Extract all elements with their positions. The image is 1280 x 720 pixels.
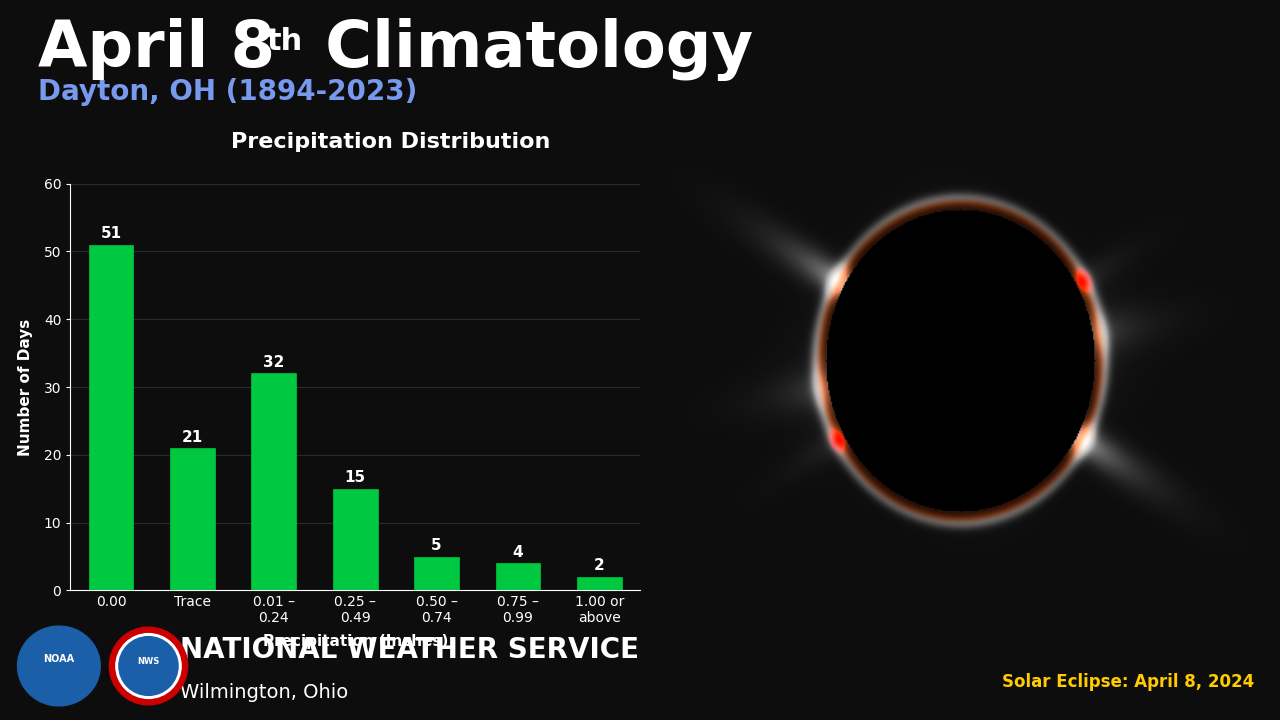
Text: Climatology: Climatology — [303, 18, 754, 81]
Text: NATIONAL WEATHER SERVICE: NATIONAL WEATHER SERVICE — [179, 636, 639, 664]
Text: 5: 5 — [431, 538, 442, 553]
Text: Dayton, OH (1894-2023): Dayton, OH (1894-2023) — [38, 78, 417, 106]
Bar — [88, 245, 133, 590]
Text: Precipitation Distribution: Precipitation Distribution — [230, 132, 550, 152]
Text: 51: 51 — [101, 226, 122, 241]
Circle shape — [109, 627, 188, 705]
Text: 15: 15 — [344, 470, 366, 485]
Bar — [333, 489, 378, 590]
Circle shape — [116, 634, 182, 698]
Text: 4: 4 — [512, 545, 524, 560]
Text: 2: 2 — [594, 559, 604, 573]
Text: 21: 21 — [182, 430, 204, 445]
Circle shape — [119, 636, 178, 696]
Bar — [251, 374, 296, 590]
Ellipse shape — [18, 626, 100, 706]
Text: Solar Eclipse: April 8, 2024: Solar Eclipse: April 8, 2024 — [1002, 673, 1254, 691]
Text: NOAA: NOAA — [44, 654, 74, 665]
Y-axis label: Number of Days: Number of Days — [18, 318, 32, 456]
Text: 32: 32 — [264, 355, 284, 370]
Text: th: th — [266, 27, 302, 55]
Bar — [170, 448, 215, 590]
Bar — [415, 557, 460, 590]
Text: Wilmington, Ohio: Wilmington, Ohio — [179, 683, 348, 701]
Bar — [495, 563, 540, 590]
Text: April 8: April 8 — [38, 18, 275, 80]
Bar — [577, 577, 622, 590]
X-axis label: Precipitation (Inches): Precipitation (Inches) — [262, 634, 448, 649]
Text: NWS: NWS — [137, 657, 160, 666]
